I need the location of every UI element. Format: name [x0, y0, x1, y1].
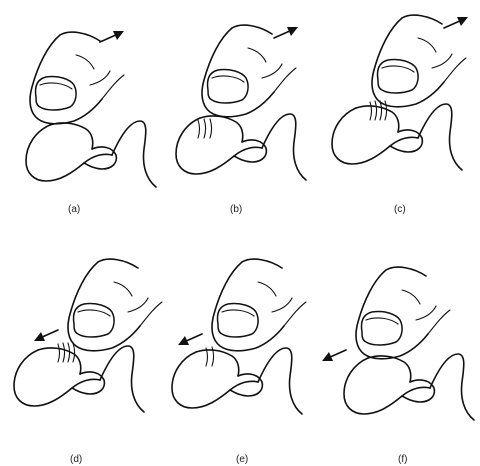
panel-label-c: (c)	[394, 204, 406, 215]
thumb-e	[211, 258, 307, 352]
arrow-up-right-icon	[273, 26, 299, 39]
arrow-down-left-icon	[177, 333, 203, 346]
panel-label-a: (a)	[68, 204, 80, 215]
object-e	[171, 347, 303, 415]
panel-label-f: (f)	[398, 454, 407, 465]
object-f	[343, 353, 475, 421]
object-a	[25, 120, 157, 188]
thumb-a	[29, 31, 125, 125]
panel-b: (b)	[175, 24, 307, 215]
panel-f: (f)	[321, 266, 475, 465]
panel-c: (c)	[331, 14, 469, 215]
object-c	[331, 103, 463, 171]
panel-a: (a)	[25, 30, 157, 215]
arrow-up-right-icon	[99, 30, 125, 43]
arrow-up-right-icon	[443, 16, 469, 29]
object-b	[175, 113, 307, 181]
panel-d: (d)	[13, 258, 163, 465]
panel-label-d: (d)	[70, 454, 82, 465]
thumb-c	[371, 14, 467, 108]
skin-folds-b	[197, 118, 213, 139]
arrow-down-left-icon	[33, 329, 59, 342]
thumb-f	[355, 266, 451, 360]
arrow-down-left-icon	[321, 349, 347, 362]
thumb-d	[67, 258, 163, 352]
panel-label-b: (b)	[230, 204, 242, 215]
thumb-b	[201, 24, 297, 118]
panel-e: (e)	[171, 258, 307, 465]
object-d	[13, 345, 145, 413]
panel-label-e: (e)	[236, 454, 248, 465]
